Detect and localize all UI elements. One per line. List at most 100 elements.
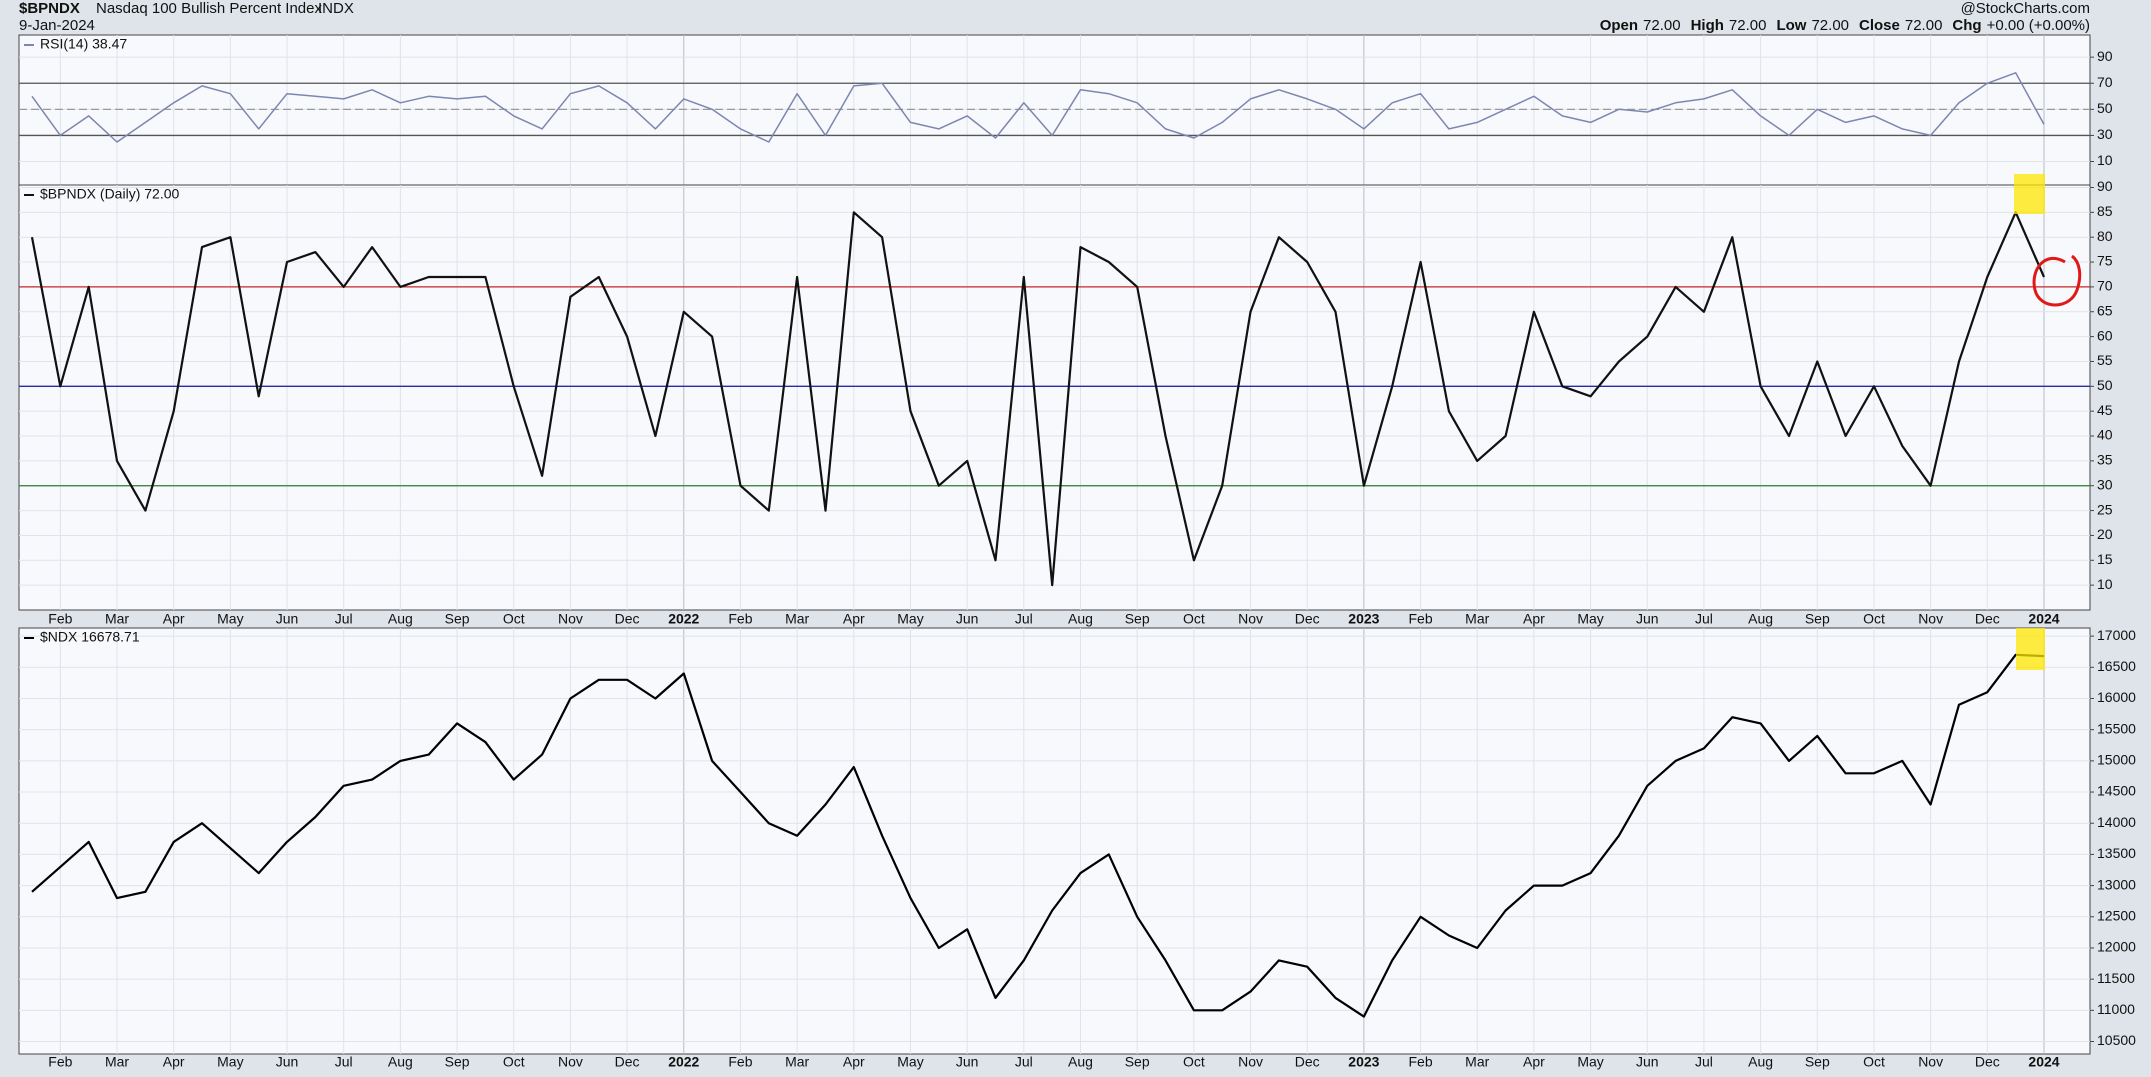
x-tick-label: Feb	[1409, 1054, 1433, 1070]
x-tick-label: Nov	[1918, 1054, 1943, 1070]
x-tick-label: Nov	[1238, 611, 1263, 627]
y-tick-label: 10	[2097, 576, 2113, 592]
x-tick-label: Jul	[335, 1054, 353, 1070]
y-tick-label: 11000	[2097, 1001, 2135, 1017]
y-tick-label: 75	[2097, 253, 2113, 269]
x-tick-label: Oct	[1863, 1054, 1885, 1070]
y-tick-label: 14000	[2097, 814, 2136, 830]
x-tick-label: Jun	[276, 1054, 299, 1070]
x-tick-label: Jul	[1015, 611, 1033, 627]
date: 9-Jan-2024	[19, 17, 95, 34]
quote-value: 72.00	[1643, 17, 1681, 34]
y-tick-label: 13500	[2097, 845, 2136, 861]
panel	[18, 184, 2091, 611]
x-tick-label: 2023	[1348, 1054, 1379, 1070]
x-tick-label: 2024	[2028, 611, 2059, 627]
x-tick-label: Oct	[503, 1054, 525, 1070]
y-tick-label: 90	[2097, 178, 2113, 194]
y-tick-label: 45	[2097, 402, 2113, 418]
x-tick-label: Sep	[1805, 611, 1830, 627]
x-tick-label: Sep	[1125, 611, 1150, 627]
quote-label: Low	[1776, 17, 1806, 34]
source: @StockCharts.com	[1961, 0, 2090, 17]
x-tick-label: Dec	[615, 1054, 640, 1070]
x-tick-label: Mar	[1465, 611, 1489, 627]
y-tick-label: 14500	[2097, 783, 2136, 799]
quote-value: 72.00	[1729, 17, 1767, 34]
x-tick-label: Dec	[1295, 611, 1320, 627]
y-tick-label: 12500	[2097, 907, 2136, 923]
x-tick-label: Dec	[1295, 1054, 1320, 1070]
x-tick-label: Nov	[1238, 1054, 1263, 1070]
y-tick-label: 16500	[2097, 658, 2136, 674]
x-tick-label: May	[217, 611, 243, 627]
legend: $BPNDX (Daily) 72.00	[40, 186, 179, 202]
y-tick-label: 11500	[2097, 970, 2135, 986]
x-tick-label: Aug	[1068, 1054, 1093, 1070]
x-tick-label: Jun	[956, 611, 979, 627]
x-tick-label: Jul	[1015, 1054, 1033, 1070]
x-tick-label: Feb	[728, 611, 752, 627]
x-tick-label: 2023	[1348, 611, 1379, 627]
y-tick-label: 20	[2097, 526, 2113, 542]
x-tick-label: Dec	[1975, 1054, 2000, 1070]
x-tick-label: Apr	[163, 1054, 185, 1070]
x-tick-label: May	[897, 611, 923, 627]
y-tick-label: 35	[2097, 452, 2113, 468]
y-tick-label: 70	[2097, 74, 2113, 90]
y-tick-label: 30	[2097, 476, 2113, 492]
x-tick-label: Mar	[1465, 1054, 1489, 1070]
y-tick-label: 55	[2097, 352, 2113, 368]
quote-label: Close	[1859, 17, 1900, 34]
x-tick-label: Jun	[1636, 611, 1659, 627]
x-tick-label: Aug	[1748, 611, 1773, 627]
x-tick-label: 2024	[2028, 1054, 2059, 1070]
x-tick-label: Aug	[388, 611, 413, 627]
y-tick-label: 90	[2097, 48, 2113, 64]
x-tick-label: Oct	[1183, 1054, 1205, 1070]
x-tick-label: Oct	[1183, 611, 1205, 627]
y-tick-label: 10	[2097, 152, 2113, 168]
x-tick-label: Nov	[558, 611, 583, 627]
x-tick-label: Feb	[48, 611, 72, 627]
series-line	[31, 653, 2045, 1018]
x-tick-label: Apr	[843, 611, 865, 627]
x-tick-label: Mar	[785, 611, 809, 627]
x-tick-label: Jul	[1695, 1054, 1713, 1070]
x-tick-label: Mar	[105, 611, 129, 627]
x-tick-label: Apr	[1523, 611, 1545, 627]
y-tick-label: 15500	[2097, 720, 2136, 736]
highlight-box	[2016, 628, 2045, 670]
x-tick-label: Dec	[1975, 611, 2000, 627]
x-tick-label: Apr	[163, 611, 185, 627]
quote-value: 72.00	[1905, 17, 1943, 34]
series-line	[30, 211, 2046, 587]
y-tick-label: 12000	[2097, 939, 2136, 955]
series-line	[31, 72, 2045, 143]
x-tick-label: Mar	[785, 1054, 809, 1070]
exchange: INDX	[318, 0, 354, 17]
x-tick-label: Jun	[276, 611, 299, 627]
x-tick-label: Apr	[1523, 1054, 1545, 1070]
x-tick-label: May	[1577, 1054, 1603, 1070]
x-tick-label: Jun	[956, 1054, 979, 1070]
x-tick-label: Oct	[1863, 611, 1885, 627]
legend: RSI(14) 38.47	[40, 36, 127, 52]
x-tick-label: Sep	[445, 611, 470, 627]
quote-value: +0.00 (+0.00%)	[1987, 17, 2090, 34]
symbol: $BPNDX	[19, 0, 80, 17]
x-tick-label: Aug	[1068, 611, 1093, 627]
quote-label: High	[1691, 17, 1724, 34]
panel	[18, 34, 2091, 186]
panel	[18, 627, 2091, 1055]
y-tick-label: 40	[2097, 427, 2113, 443]
x-tick-label: Mar	[105, 1054, 129, 1070]
y-tick-label: 15000	[2097, 752, 2136, 768]
x-tick-label: Apr	[843, 1054, 865, 1070]
y-tick-label: 50	[2097, 100, 2113, 116]
y-tick-label: 85	[2097, 203, 2113, 219]
x-tick-label: May	[897, 1054, 923, 1070]
index-name: Nasdaq 100 Bullish Percent Index	[96, 0, 322, 17]
